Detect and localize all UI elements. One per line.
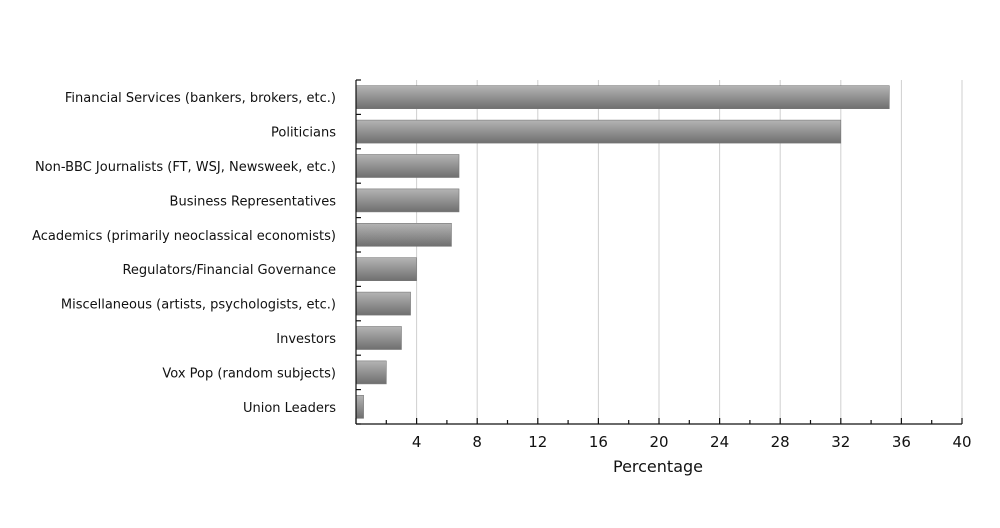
category-label-3: Business Representatives xyxy=(170,194,337,209)
x-tick-label-16: 16 xyxy=(589,433,608,451)
x-tick-label-24: 24 xyxy=(710,433,729,451)
x-tick-label-4: 4 xyxy=(412,433,422,451)
x-tick-label-36: 36 xyxy=(892,433,911,451)
category-label-4: Academics (primarily neoclassical econom… xyxy=(32,229,336,244)
bar-3 xyxy=(355,188,460,213)
category-labels: Financial Services (bankers, brokers, et… xyxy=(32,91,336,416)
x-tick-label-32: 32 xyxy=(831,433,850,451)
category-label-1: Politicians xyxy=(271,126,336,141)
x-tick-label-40: 40 xyxy=(952,433,971,451)
x-tick-label-20: 20 xyxy=(649,433,668,451)
bar-1 xyxy=(355,119,842,144)
bar-5 xyxy=(355,257,417,282)
bar-8 xyxy=(355,360,387,385)
axes xyxy=(355,79,963,425)
category-label-0: Financial Services (bankers, brokers, et… xyxy=(65,91,336,106)
x-axis-title: Percentage xyxy=(613,457,703,476)
category-label-6: Miscellaneous (artists, psychologists, e… xyxy=(61,298,336,313)
bar-4 xyxy=(355,223,452,247)
bar-6 xyxy=(355,291,411,316)
x-tick-labels: 4 8 12 16 20 24 28 32 36 40 xyxy=(412,433,972,451)
bar-0 xyxy=(355,85,890,109)
x-tick-label-8: 8 xyxy=(472,433,482,451)
category-label-2: Non-BBC Journalists (FT, WSJ, Newsweek, … xyxy=(35,160,336,175)
bars xyxy=(355,85,890,419)
bar-9 xyxy=(355,394,364,419)
bar-2 xyxy=(355,154,460,178)
category-label-9: Union Leaders xyxy=(243,401,336,416)
x-tick-label-28: 28 xyxy=(771,433,790,451)
category-label-8: Vox Pop (random subjects) xyxy=(162,366,336,381)
category-label-5: Regulators/Financial Governance xyxy=(122,263,336,278)
x-tick-label-12: 12 xyxy=(528,433,547,451)
bar-7 xyxy=(355,326,402,350)
category-label-7: Investors xyxy=(276,332,336,347)
